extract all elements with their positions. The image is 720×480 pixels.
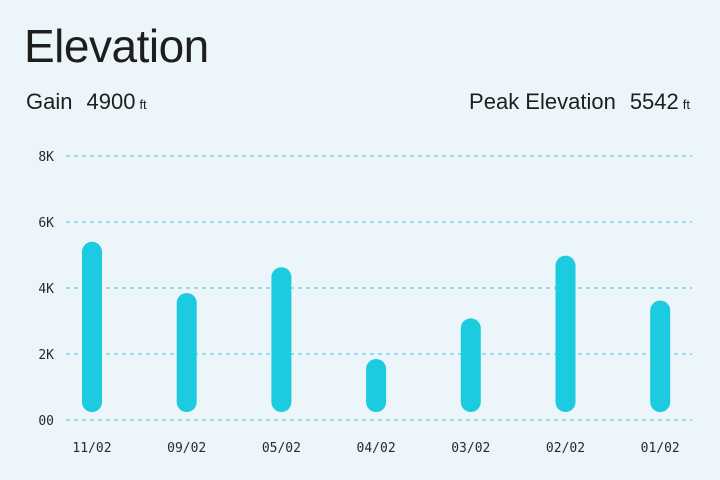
elevation-bar xyxy=(176,292,197,412)
gain-stat: Gain 4900 ft xyxy=(26,88,147,119)
x-tick-label: 01/02 xyxy=(641,441,680,456)
elevation-bar xyxy=(271,267,292,412)
x-tick-label: 09/02 xyxy=(167,441,206,456)
x-tick-label: 11/02 xyxy=(72,441,111,456)
peak-elevation-value: 5542 xyxy=(629,89,679,114)
elevation-bar xyxy=(555,255,576,412)
gain-unit: ft xyxy=(139,97,147,112)
y-tick-label: 2K xyxy=(38,348,54,363)
y-tick-label: 6K xyxy=(38,216,54,231)
x-tick-label: 03/02 xyxy=(451,441,490,456)
elevation-bar xyxy=(366,358,387,412)
y-tick-label: 8K xyxy=(38,150,54,165)
x-tick-label: 05/02 xyxy=(262,441,301,456)
y-tick-label: 00 xyxy=(38,414,54,429)
peak-elevation-stat: Peak Elevation 5542 ft xyxy=(469,88,690,119)
gain-value: 4900 xyxy=(86,89,136,114)
elevation-bar xyxy=(82,241,102,412)
peak-elevation-label: Peak Elevation xyxy=(469,89,616,114)
peak-elevation-unit: ft xyxy=(682,97,690,112)
chart-title: Elevation xyxy=(24,20,209,72)
elevation-bar xyxy=(650,300,671,412)
x-tick-label: 02/02 xyxy=(546,441,585,456)
y-tick-label: 4K xyxy=(38,282,54,297)
x-tick-label: 04/02 xyxy=(357,441,396,456)
elevation-bar xyxy=(460,318,481,412)
gain-label: Gain xyxy=(26,89,73,114)
